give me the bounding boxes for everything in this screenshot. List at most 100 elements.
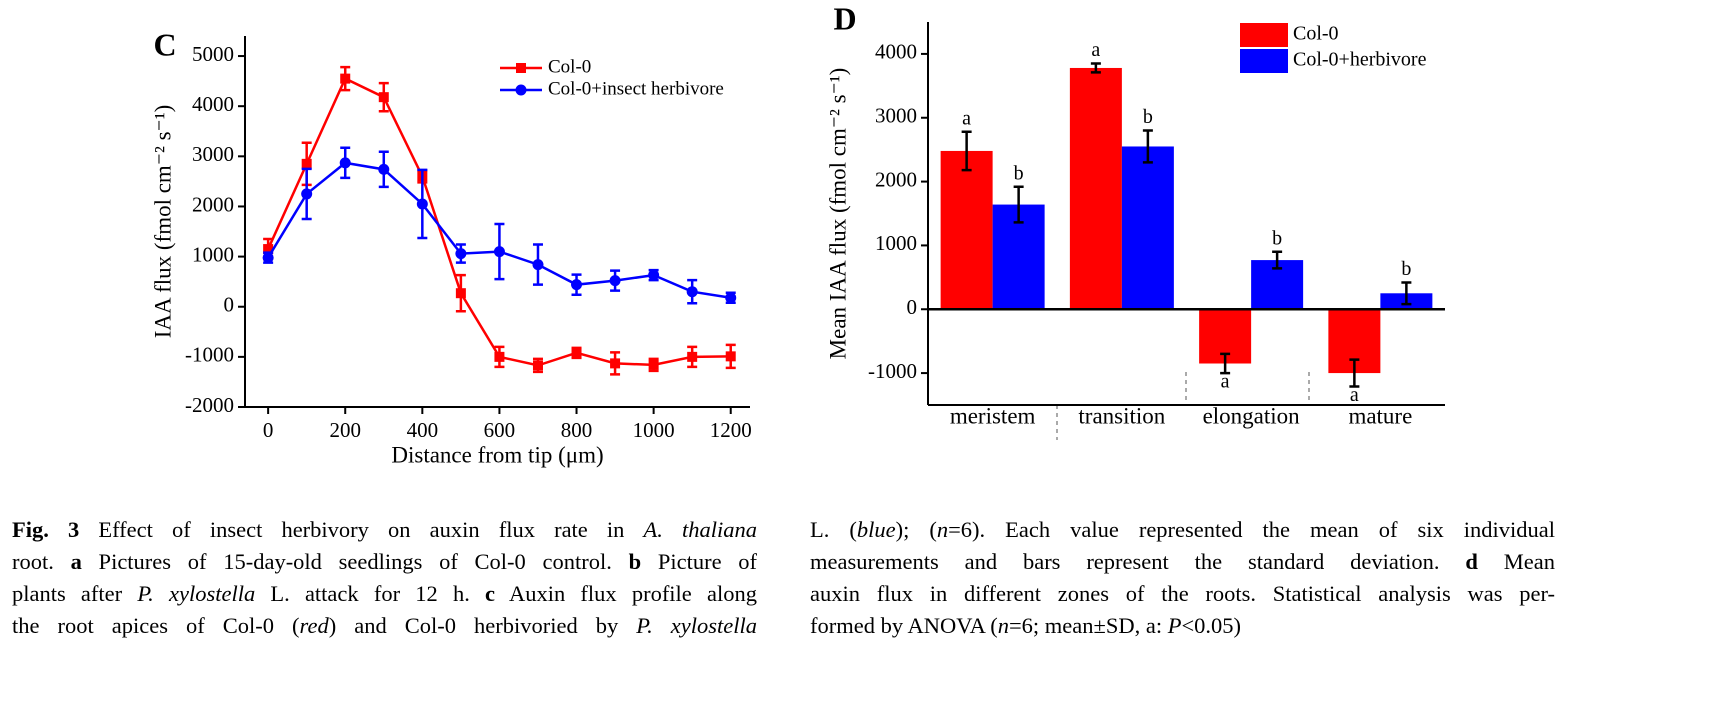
- x-tick-label: 1200: [710, 418, 752, 442]
- marker: [609, 275, 621, 287]
- y-tick-label: 5000: [192, 42, 234, 66]
- caption-text: n: [936, 517, 949, 542]
- caption-column: L. (blue); (n=6). Each value represented…: [810, 514, 1555, 642]
- caption-text: Mean: [1477, 549, 1555, 574]
- figure: C IAA flux (fmol cm⁻² s⁻¹) -2000 -1000 0 1000…: [150, 0, 1445, 467]
- y-tick-label: -1000: [868, 359, 917, 383]
- caption-line: measurements and bars represent the stan…: [810, 546, 1555, 578]
- y-tick-label: 2000: [192, 192, 234, 216]
- legend-label: Col-0: [1293, 23, 1339, 45]
- legend-swatch: [1240, 49, 1288, 73]
- caption-text: root.: [12, 549, 71, 574]
- y-tick-label: 3000: [192, 142, 234, 166]
- marker: [263, 244, 274, 255]
- significance-letter: a: [1221, 371, 1230, 393]
- marker: [648, 359, 659, 370]
- caption-text: blue: [856, 517, 896, 542]
- marker: [301, 188, 313, 200]
- marker: [532, 360, 543, 371]
- panel-label: C: [153, 26, 176, 62]
- caption-text: =6). Each value represented the mean of …: [948, 517, 1555, 542]
- x-tick-label: 1000: [633, 418, 675, 442]
- caption-text: L. (: [810, 517, 857, 542]
- x-tick-label: 400: [407, 418, 439, 442]
- panel-label: D: [833, 0, 856, 36]
- y-tick-label: 0: [907, 295, 918, 319]
- marker: [571, 347, 582, 358]
- caption-text: measurements and bars represent the stan…: [810, 549, 1466, 574]
- legend-swatch: [1240, 23, 1288, 47]
- marker: [378, 163, 390, 175]
- caption-line: L. (blue); (n=6). Each value represented…: [810, 514, 1555, 546]
- legend-marker: [515, 84, 527, 96]
- y-tick-label: 4000: [875, 40, 917, 64]
- error-bar: [961, 130, 972, 172]
- y-tick-label: 3000: [875, 104, 917, 128]
- legend-marker: [516, 63, 526, 73]
- marker: [493, 246, 505, 258]
- caption-text: red: [299, 613, 329, 638]
- marker: [301, 158, 312, 169]
- bar: [940, 150, 993, 310]
- error-bar: [1013, 185, 1024, 224]
- significance-letter: a: [1091, 39, 1100, 61]
- x-axis-label: Distance from tip (μm): [391, 442, 603, 467]
- caption-text: Fig. 3: [12, 517, 80, 542]
- y-tick-label: 1000: [875, 231, 917, 255]
- significance-letter: a: [962, 107, 971, 129]
- marker: [725, 292, 737, 304]
- caption-text: P. xylostella: [137, 581, 256, 606]
- error-bar: [1142, 129, 1153, 164]
- caption-line: root. a Pictures of 15-day-old seedlings…: [12, 546, 757, 578]
- marker: [494, 351, 505, 362]
- y-axis-label: IAA flux (fmol cm⁻² s⁻¹): [150, 105, 175, 339]
- x-tick-label: 200: [329, 418, 361, 442]
- caption-text: b: [628, 549, 642, 574]
- marker: [340, 73, 351, 84]
- caption-text: ); (: [895, 517, 937, 542]
- bar: [1121, 146, 1174, 310]
- error-bar: [1401, 281, 1412, 306]
- x-tick-label: elongation: [1203, 403, 1301, 428]
- caption-line: Fig. 3 Effect of insect herbivory on aux…: [12, 514, 757, 546]
- marker: [648, 269, 660, 281]
- marker: [455, 248, 467, 260]
- caption-text: a: [70, 549, 82, 574]
- x-tick-label: 800: [561, 418, 593, 442]
- y-tick-label: -2000: [185, 393, 234, 417]
- caption-text: L. attack for 12 h.: [255, 581, 486, 606]
- marker: [532, 259, 544, 271]
- x-tick-label: 0: [263, 418, 274, 442]
- x-tick-label: mature: [1348, 403, 1412, 428]
- marker: [416, 198, 428, 210]
- caption-line: the root apices of Col-0 (red) and Col-0…: [12, 610, 757, 642]
- significance-letter: b: [1401, 258, 1411, 280]
- marker: [686, 286, 698, 298]
- caption-text: c: [485, 581, 496, 606]
- marker: [610, 358, 621, 369]
- marker: [262, 252, 274, 264]
- caption-text: =6; mean±SD, a:: [1008, 613, 1168, 638]
- y-tick-label: 2000: [875, 167, 917, 191]
- x-tick-label: meristem: [950, 403, 1036, 428]
- caption-text: Picture of: [641, 549, 758, 574]
- caption-line: auxin flux in different zones of the roo…: [810, 578, 1555, 610]
- y-axis-label: Mean IAA flux (fmol cm⁻² s⁻¹): [825, 68, 850, 360]
- marker: [571, 279, 583, 291]
- marker: [725, 351, 736, 362]
- caption-text: ) and Col-0 herbivoried by: [328, 613, 637, 638]
- caption-text: auxin flux in different zones of the roo…: [810, 581, 1555, 606]
- caption-text: plants after: [12, 581, 138, 606]
- error-bar: [1272, 250, 1283, 270]
- y-tick-label: 0: [224, 293, 235, 317]
- significance-letter: a: [1350, 384, 1359, 406]
- error-bar: [1220, 352, 1231, 375]
- significance-letter: b: [1014, 162, 1024, 184]
- legend-label: Col-0: [548, 56, 591, 77]
- bar: [1069, 67, 1122, 310]
- legend-label: Col-0+insect herbivore: [548, 78, 724, 99]
- y-tick-label: 4000: [192, 92, 234, 116]
- caption-text: n: [997, 613, 1009, 638]
- caption-text: Auxin flux profile along: [495, 581, 757, 606]
